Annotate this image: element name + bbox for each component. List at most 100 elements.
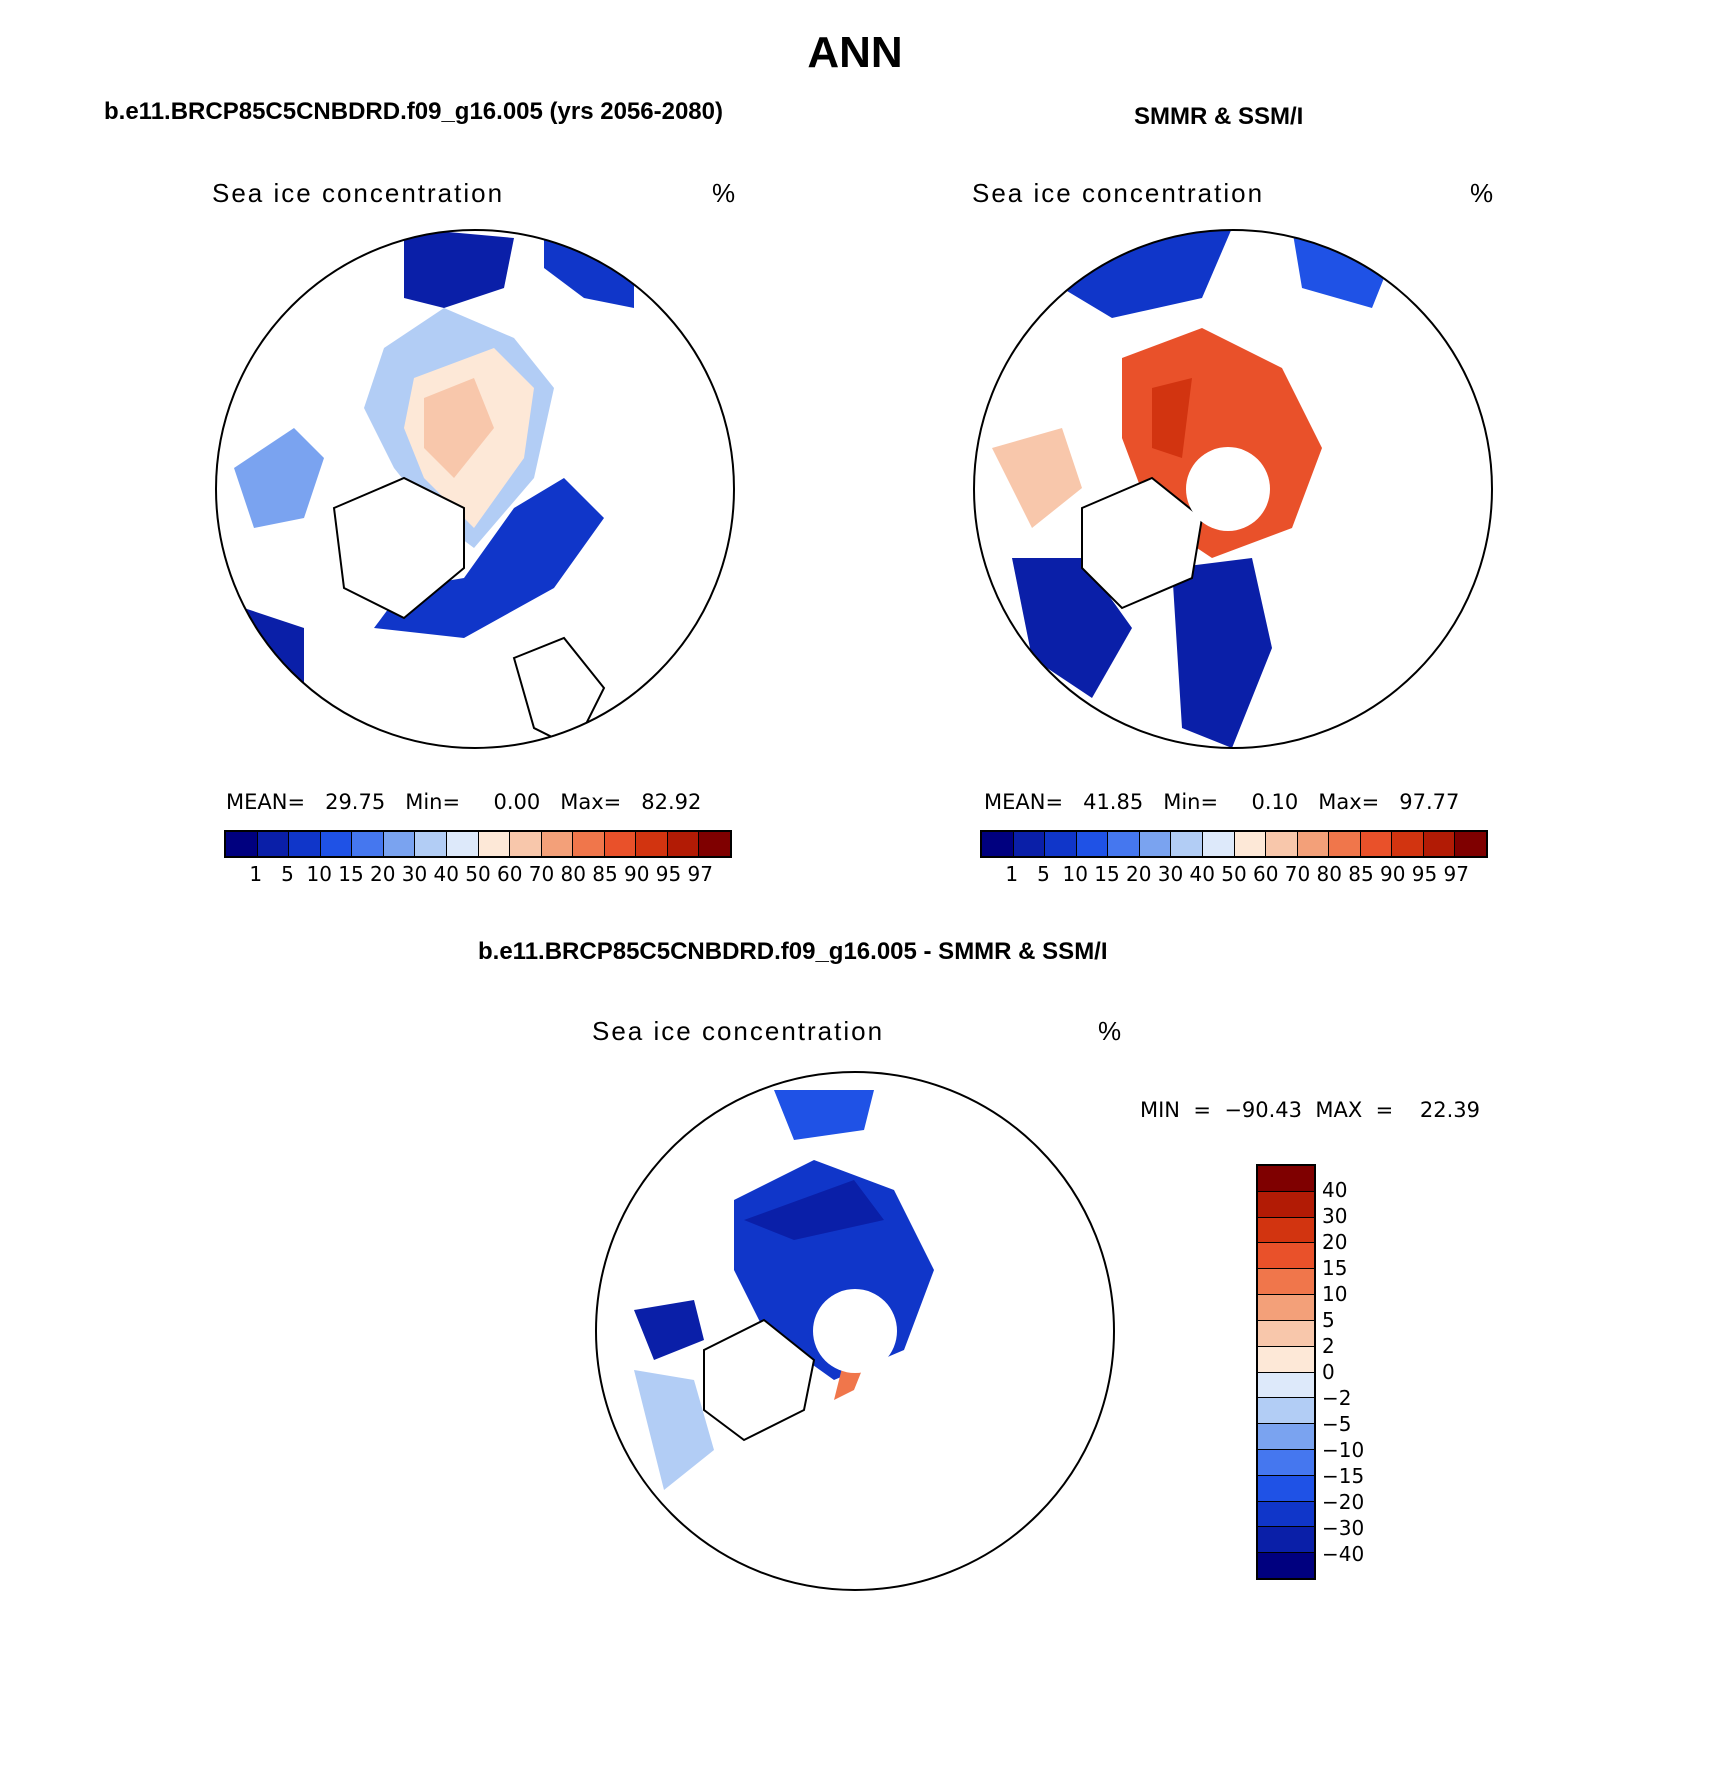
model-colorbar-tick-label: 15 bbox=[338, 862, 364, 886]
diff-colorbar-cell bbox=[1258, 1191, 1314, 1218]
obs-arctic-thick bbox=[1152, 378, 1192, 458]
model-colorbar-cell bbox=[667, 832, 700, 856]
model-colorbar-ticks: 1 5 10 15 20 30 40 50 60 70 80 85 90 95 97 bbox=[224, 862, 732, 886]
obs-colorbar-cell bbox=[1455, 832, 1486, 856]
model-colorbar-cell bbox=[383, 832, 416, 856]
diff-panel-title: b.e11.BRCP85C5CNBDRD.f09_g16.005 - SMMR … bbox=[478, 938, 1108, 965]
obs-colorbar-tick-label: 97 bbox=[1443, 862, 1469, 886]
obs-colorbar-cell bbox=[982, 832, 1014, 856]
obs-colorbar-tick-label: 15 bbox=[1094, 862, 1120, 886]
model-arctic-core bbox=[424, 378, 494, 478]
model-colorbar-tick-label: 85 bbox=[592, 862, 618, 886]
obs-colorbar-tick-label: 60 bbox=[1253, 862, 1279, 886]
diff-colorbar-cell bbox=[1258, 1553, 1314, 1578]
model-colorbar-cell bbox=[478, 832, 511, 856]
obs-pole-hole bbox=[1186, 447, 1270, 531]
model-colorbar-tick-label: 70 bbox=[528, 862, 555, 886]
model-colorbar-tick-label: 95 bbox=[655, 862, 682, 886]
obs-colorbar-tick-label: 50 bbox=[1221, 862, 1247, 886]
diff-colorbar-tick-label: 5 bbox=[1322, 1308, 1335, 1332]
model-units-label: % bbox=[712, 178, 738, 208]
model-colorbar-tick-label: 80 bbox=[560, 862, 586, 886]
diff-arctic-loss-strong bbox=[744, 1180, 884, 1240]
model-colorbar-tick-label: 10 bbox=[306, 862, 332, 886]
model-variable-label: Sea ice concentration bbox=[212, 178, 505, 208]
model-colorbar-cell bbox=[636, 832, 668, 856]
diff-bering-change bbox=[774, 1090, 874, 1140]
diff-colorbar-cell bbox=[1258, 1449, 1314, 1476]
obs-stats: MEAN= 41.85 Min= 0.10 Max= 97.77 bbox=[984, 790, 1460, 814]
obs-colorbar-tick-label: 20 bbox=[1126, 862, 1152, 886]
model-colorbar-tick-label: 50 bbox=[465, 862, 491, 886]
diff-colorbar-tick-label: 40 bbox=[1322, 1178, 1348, 1202]
diff-colorbar-tick-label: 2 bbox=[1322, 1334, 1335, 1358]
diff-colorbar-tick-label: 15 bbox=[1322, 1256, 1348, 1280]
obs-colorbar-tick-label: 40 bbox=[1189, 862, 1215, 886]
obs-colorbar-cell bbox=[1423, 832, 1456, 856]
model-bering-ice bbox=[404, 230, 514, 308]
model-colorbar-cell bbox=[541, 832, 574, 856]
obs-colorbar bbox=[980, 830, 1488, 858]
diff-colorbar-cell bbox=[1258, 1501, 1314, 1528]
model-hudson-ice bbox=[234, 428, 324, 528]
model-colorbar-tick-label: 30 bbox=[401, 862, 428, 886]
diff-colorbar-tick-label: 30 bbox=[1322, 1204, 1348, 1228]
obs-colorbar-cell bbox=[1139, 832, 1172, 856]
obs-colorbar-tick-label: 30 bbox=[1157, 862, 1184, 886]
obs-colorbar-ticks: 1 5 10 15 20 30 40 50 60 70 80 85 90 95 97 bbox=[980, 862, 1488, 886]
model-colorbar-tick-label: 97 bbox=[687, 862, 713, 886]
main-title: ANN bbox=[807, 28, 903, 77]
diff-colorbar-tick-label: −40 bbox=[1322, 1542, 1365, 1566]
obs-colorbar-cell bbox=[1045, 832, 1077, 856]
diff-colorbar-tick-label: 0 bbox=[1322, 1360, 1335, 1384]
obs-colorbar-tick-label: 10 bbox=[1062, 862, 1088, 886]
obs-hudson-ice bbox=[992, 428, 1082, 528]
obs-colorbar-cell bbox=[1013, 832, 1046, 856]
model-stats: MEAN= 29.75 Min= 0.00 Max= 82.92 bbox=[226, 790, 702, 814]
diff-stats: MIN = −90.43 MAX = 22.39 bbox=[1140, 1098, 1481, 1122]
diff-colorbar-cell bbox=[1258, 1346, 1314, 1373]
obs-colorbar-cell bbox=[1266, 832, 1298, 856]
obs-colorbar-tick-label: 80 bbox=[1316, 862, 1342, 886]
diff-colorbar-cell bbox=[1258, 1475, 1314, 1502]
model-colorbar-cell bbox=[699, 832, 730, 856]
diff-colorbar-tick-label: −5 bbox=[1322, 1412, 1352, 1436]
obs-colorbar-cell bbox=[1329, 832, 1361, 856]
model-colorbar-tick-label: 1 bbox=[249, 862, 263, 886]
model-scandinavia bbox=[512, 636, 606, 748]
obs-colorbar-cell bbox=[1076, 832, 1109, 856]
obs-colorbar-tick-label: 90 bbox=[1380, 862, 1406, 886]
model-colorbar-cell bbox=[257, 832, 290, 856]
obs-colorbar-cell bbox=[1297, 832, 1330, 856]
model-colorbar-cell bbox=[320, 832, 353, 856]
diff-colorbar-tick-label: 10 bbox=[1322, 1282, 1348, 1306]
diff-colorbar-cell bbox=[1258, 1217, 1314, 1244]
obs-colorbar-tick-label: 5 bbox=[1037, 862, 1050, 886]
obs-colorbar-cell bbox=[1108, 832, 1140, 856]
obs-norwegian-ice bbox=[1172, 558, 1272, 748]
diff-colorbar-cell bbox=[1258, 1320, 1314, 1347]
diff-polar-map bbox=[594, 1070, 1116, 1592]
model-colorbar-tick-label: 40 bbox=[433, 862, 459, 886]
diff-colorbar-tick-label: −30 bbox=[1322, 1516, 1365, 1540]
model-polar-map bbox=[214, 228, 736, 750]
diff-colorbar-cell bbox=[1258, 1269, 1314, 1296]
obs-panel-title: SMMR & SSM/I bbox=[1134, 103, 1304, 130]
diff-colorbar-tick-label: 20 bbox=[1322, 1230, 1348, 1254]
diff-colorbar-tick-label: −20 bbox=[1322, 1490, 1365, 1514]
obs-colorbar-cell bbox=[1360, 832, 1393, 856]
diff-colorbar-cell bbox=[1258, 1166, 1314, 1192]
obs-colorbar-cell bbox=[1171, 832, 1203, 856]
obs-colorbar-tick-label: 95 bbox=[1411, 862, 1438, 886]
model-colorbar-tick-label: 90 bbox=[624, 862, 650, 886]
model-panel-title: b.e11.BRCP85C5CNBDRD.f09_g16.005 (yrs 20… bbox=[104, 98, 723, 125]
diff-colorbar-tick-label: −10 bbox=[1322, 1438, 1365, 1462]
diff-colorbar-cell bbox=[1258, 1424, 1314, 1450]
obs-colorbar-tick-label: 70 bbox=[1284, 862, 1311, 886]
obs-polar-map bbox=[972, 228, 1494, 750]
model-colorbar-tick-label: 5 bbox=[281, 862, 294, 886]
diff-hudson-loss bbox=[634, 1300, 704, 1360]
diff-colorbar-cell bbox=[1258, 1527, 1314, 1554]
diff-labrador-change bbox=[634, 1370, 714, 1490]
obs-colorbar-cell bbox=[1234, 832, 1267, 856]
